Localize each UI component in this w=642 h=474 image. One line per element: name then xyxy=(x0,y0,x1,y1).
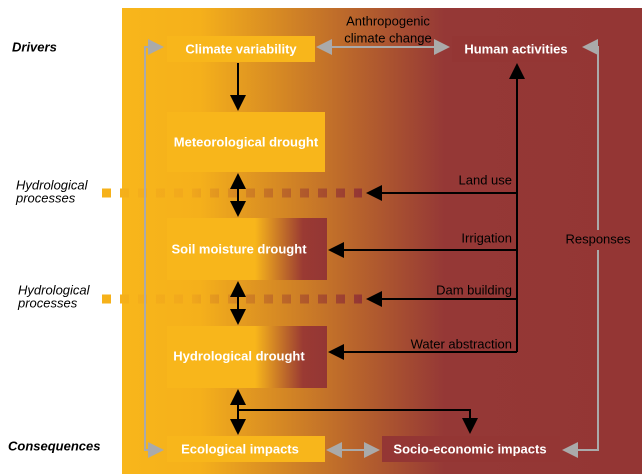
edge-label: Responses xyxy=(565,231,631,246)
edge-label: Anthropogenic xyxy=(346,13,430,28)
box xyxy=(382,436,560,462)
side-label: processes xyxy=(15,190,76,205)
side-label: Drivers xyxy=(12,39,57,54)
side-label: Consequences xyxy=(8,438,100,453)
edge-label: Land use xyxy=(459,172,513,187)
label-bg xyxy=(560,230,636,250)
side-label: Hydrological xyxy=(18,282,91,297)
node-label: Socio-economic impacts xyxy=(393,441,546,456)
edge-label: climate change xyxy=(344,30,431,45)
edge-label: Irrigation xyxy=(461,230,512,245)
box xyxy=(452,36,580,62)
box xyxy=(167,36,315,62)
edge-label: Water abstraction xyxy=(411,336,512,351)
node-label: Climate variability xyxy=(185,41,297,56)
box xyxy=(167,218,327,280)
side-label: processes xyxy=(17,295,78,310)
edge-label: Dam building xyxy=(436,282,512,297)
node-label: Human activities xyxy=(464,41,567,56)
box xyxy=(167,326,327,388)
node-label: Hydrological drought xyxy=(173,348,305,363)
box xyxy=(167,112,325,172)
side-label: Hydrological xyxy=(16,177,89,192)
box xyxy=(167,436,325,462)
node-label: Meteorological drought xyxy=(174,134,319,149)
black-arrows xyxy=(230,63,525,435)
node-label: Soil moisture drought xyxy=(171,241,307,256)
node-label: Ecological impacts xyxy=(181,441,299,456)
